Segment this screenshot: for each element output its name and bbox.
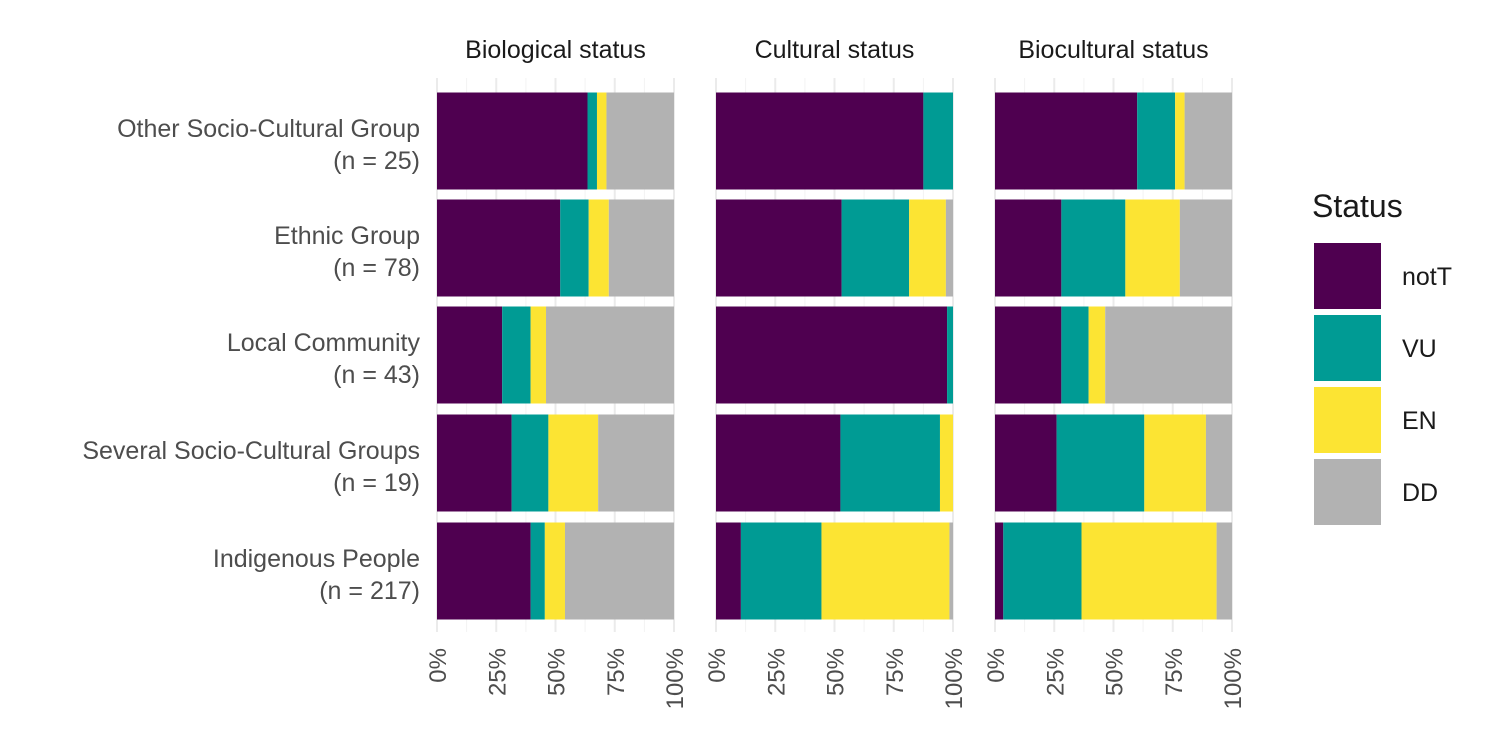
panel-title: Cultural status xyxy=(755,36,915,64)
legend-swatch-dd xyxy=(1314,459,1381,525)
bar-segment-nott xyxy=(437,92,588,190)
bar-segment-dd xyxy=(945,199,953,297)
x-tick-label: 50% xyxy=(1102,648,1129,696)
bar-segment-nott xyxy=(716,199,842,297)
bar-segment-nott xyxy=(995,414,1057,512)
x-tick-label: 100% xyxy=(1220,648,1247,709)
category-n-label: (n = 78) xyxy=(333,254,420,282)
bar-segment-dd xyxy=(608,199,674,297)
x-tick-label: 100% xyxy=(662,648,689,709)
bar-segment-vu xyxy=(1061,199,1126,297)
legend-label: EN xyxy=(1402,407,1437,435)
x-tick-label: 25% xyxy=(484,648,511,696)
legend-label: notT xyxy=(1402,263,1452,291)
bar-segment-dd xyxy=(1205,414,1232,512)
x-tick-label: 0% xyxy=(425,648,452,683)
x-tick-label: 25% xyxy=(763,648,790,696)
x-tick-label: 50% xyxy=(544,648,571,696)
bar-segment-dd xyxy=(1105,306,1232,404)
legend-swatch-nott xyxy=(1314,243,1381,309)
bar-segment-dd xyxy=(564,522,674,620)
category-label: Ethnic Group xyxy=(274,222,420,250)
bar-segment-en xyxy=(588,199,609,297)
bar-segment-dd xyxy=(1184,92,1232,190)
bar-segment-vu xyxy=(1061,306,1089,404)
legend-swatch-vu xyxy=(1314,315,1381,381)
bar-segment-vu xyxy=(840,414,940,512)
bar-segment-nott xyxy=(716,306,948,404)
bars xyxy=(437,92,1232,620)
bar-segment-nott xyxy=(437,522,531,620)
category-n-label: (n = 25) xyxy=(333,147,420,175)
bar-segment-nott xyxy=(716,522,741,620)
bar-segment-nott xyxy=(437,414,512,512)
category-n-label: (n = 19) xyxy=(333,469,420,497)
legend-label: VU xyxy=(1402,335,1437,363)
bar-segment-vu xyxy=(502,306,531,404)
bar-segment-nott xyxy=(716,92,924,190)
bar-segment-nott xyxy=(995,92,1138,190)
bar-segment-nott xyxy=(437,306,503,404)
bar-segment-vu xyxy=(841,199,910,297)
category-label: Other Socio-Cultural Group xyxy=(117,115,420,143)
bar-segment-en xyxy=(1125,199,1180,297)
bar-segment-en xyxy=(1081,522,1217,620)
bar-segment-vu xyxy=(740,522,822,620)
category-n-label: (n = 43) xyxy=(333,361,420,389)
bar-segment-dd xyxy=(606,92,674,190)
bar-segment-nott xyxy=(995,306,1062,404)
legend-title: Status xyxy=(1312,188,1403,224)
x-tick-label: 75% xyxy=(882,648,909,696)
bar-segment-nott xyxy=(437,199,561,297)
bar-segment-en xyxy=(548,414,599,512)
bar-segment-vu xyxy=(1137,92,1176,190)
bar-segment-en xyxy=(939,414,953,512)
bar-segment-vu xyxy=(530,522,545,620)
bar-segment-vu xyxy=(923,92,953,190)
bar-segment-en xyxy=(596,92,607,190)
bar-segment-vu xyxy=(947,306,953,404)
x-tick-label: 0% xyxy=(983,648,1010,683)
bar-segment-en xyxy=(909,199,946,297)
bar-segment-dd xyxy=(546,306,674,404)
bar-segment-dd xyxy=(949,522,953,620)
category-label: Local Community xyxy=(227,329,421,357)
bar-segment-en xyxy=(530,306,547,404)
labels: Biological status Cultural status Biocultu… xyxy=(82,36,1247,709)
category-label: Indigenous People xyxy=(213,545,420,573)
x-tick-label: 0% xyxy=(704,648,731,683)
bar-segment-en xyxy=(1088,306,1106,404)
legend-label: DD xyxy=(1402,479,1438,507)
panel-title: Biocultural status xyxy=(1018,36,1208,64)
bar-segment-dd xyxy=(1179,199,1232,297)
bar-segment-en xyxy=(544,522,565,620)
bar-segment-en xyxy=(1175,92,1185,190)
category-label: Several Socio-Cultural Groups xyxy=(82,437,420,465)
x-tick-label: 100% xyxy=(941,648,968,709)
legend-swatch-en xyxy=(1314,387,1381,453)
x-tick-label: 50% xyxy=(823,648,850,696)
x-tick-label: 75% xyxy=(603,648,630,696)
bar-segment-vu xyxy=(1056,414,1145,512)
bar-segment-vu xyxy=(560,199,589,297)
panel-title: Biological status xyxy=(465,36,646,64)
bar-segment-vu xyxy=(511,414,549,512)
x-tick-label: 75% xyxy=(1161,648,1188,696)
bar-segment-en xyxy=(1144,414,1206,512)
bar-segment-nott xyxy=(716,414,841,512)
bar-segment-dd xyxy=(598,414,674,512)
bar-segment-vu xyxy=(587,92,597,190)
category-n-label: (n = 217) xyxy=(319,577,420,605)
bar-segment-vu xyxy=(1003,522,1082,620)
bar-segment-en xyxy=(821,522,950,620)
bar-segment-dd xyxy=(1216,522,1232,620)
x-tick-label: 25% xyxy=(1042,648,1069,696)
bar-segment-nott xyxy=(995,199,1062,297)
legend: Status notT VU EN DD xyxy=(1312,188,1452,525)
bar-segment-nott xyxy=(995,522,1004,620)
